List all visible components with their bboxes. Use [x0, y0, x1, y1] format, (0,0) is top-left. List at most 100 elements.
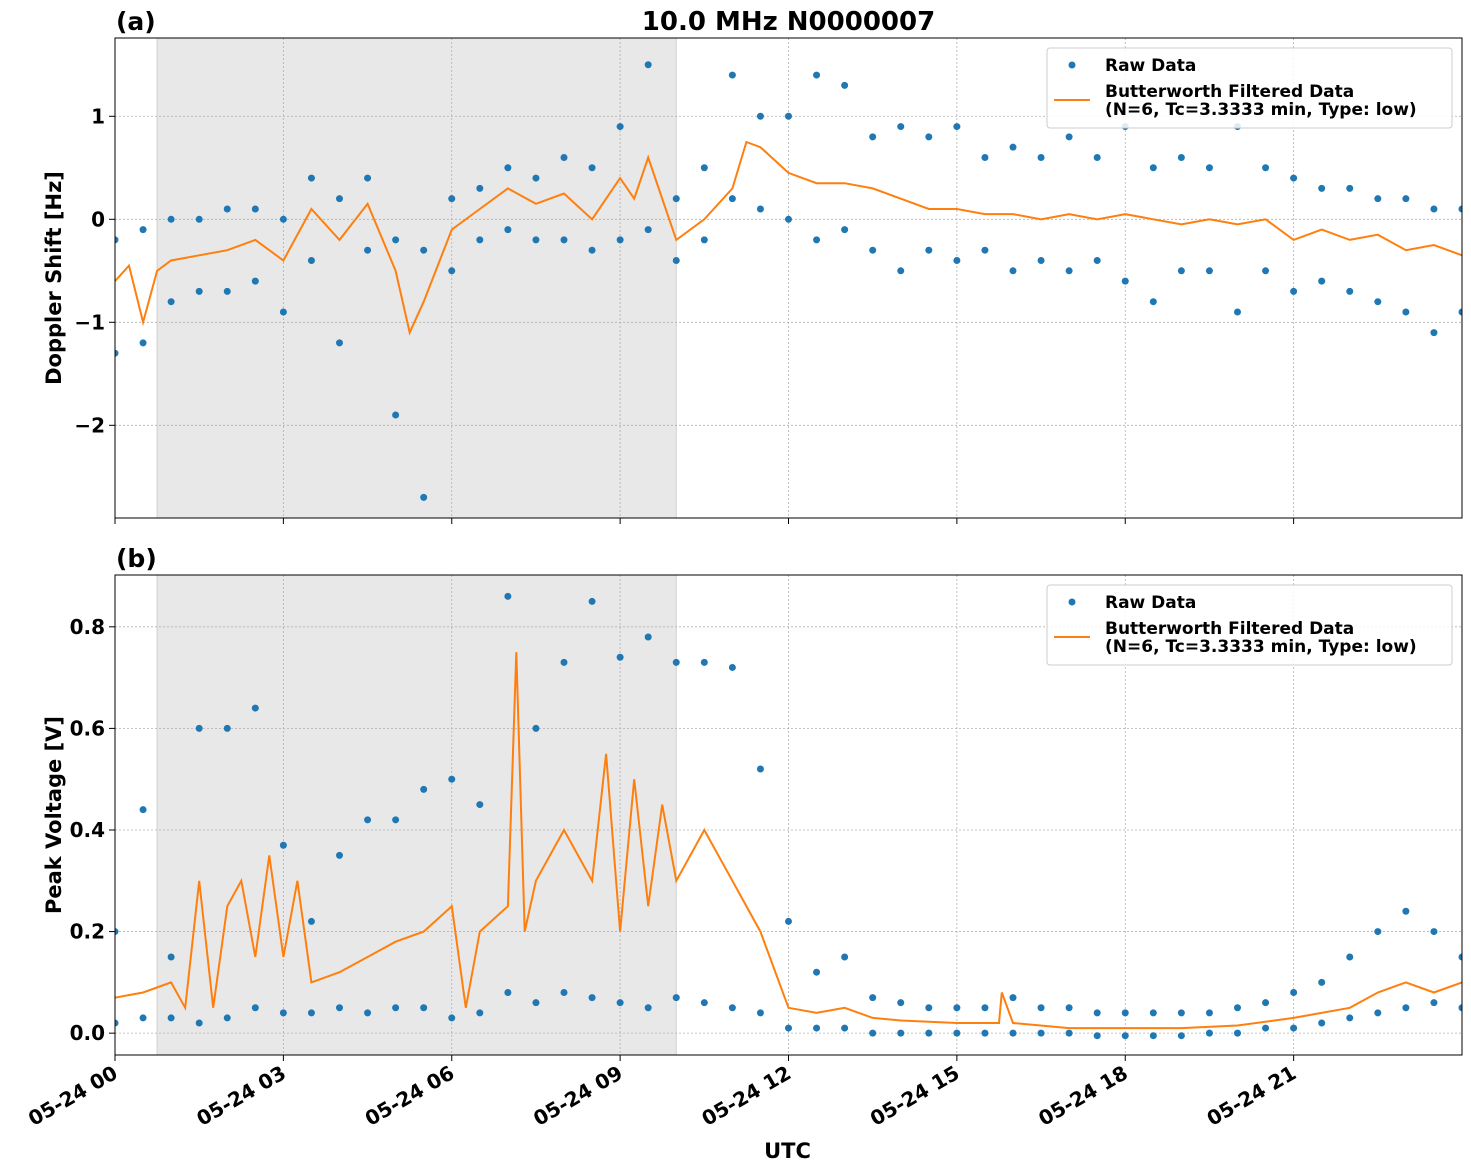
raw-point	[644, 61, 652, 69]
raw-point	[223, 205, 231, 213]
raw-point	[1402, 308, 1410, 316]
raw-point	[785, 917, 792, 925]
raw-point	[1346, 184, 1354, 192]
raw-point	[560, 236, 568, 244]
raw-point	[700, 164, 708, 172]
raw-point	[756, 112, 764, 120]
y-tick-label: 0.2	[70, 920, 105, 944]
chart-title: 10.0 MHz N0000007	[642, 7, 935, 37]
raw-point	[953, 123, 961, 131]
raw-point	[195, 215, 203, 223]
raw-point	[925, 246, 933, 254]
raw-point	[420, 246, 428, 254]
raw-point	[897, 999, 905, 1007]
raw-point	[1093, 256, 1101, 264]
legend-marker	[1068, 61, 1076, 69]
filtered-line	[115, 140, 1462, 336]
raw-point	[644, 1004, 652, 1012]
raw-point	[392, 411, 400, 419]
raw-point	[364, 246, 372, 254]
legend-label: Raw Data	[1105, 593, 1196, 613]
raw-point	[223, 724, 231, 732]
x-tick-label: 05-24 15	[866, 1061, 964, 1131]
legend-line: Butterworth Filtered Data	[1105, 82, 1354, 102]
raw-point	[981, 153, 989, 161]
raw-point	[616, 653, 624, 661]
raw-point	[1009, 1029, 1017, 1037]
legend-marker	[1068, 598, 1076, 606]
shaded-span	[156, 37, 677, 519]
legend-line: (N=6, Tc=3.3333 min, Type: low)	[1105, 100, 1417, 120]
raw-point	[1009, 994, 1017, 1002]
raw-point	[1458, 953, 1462, 961]
raw-point	[1093, 1032, 1101, 1040]
raw-point	[1065, 1004, 1073, 1012]
raw-point	[728, 195, 736, 203]
raw-point	[953, 256, 961, 264]
raw-point	[307, 1009, 315, 1017]
raw-point	[139, 339, 147, 347]
legend-line: Raw Data	[1105, 593, 1196, 613]
y-tick-label: 0.0	[70, 1021, 105, 1045]
raw-point	[869, 1029, 877, 1037]
raw-point	[785, 1024, 792, 1032]
legend-box	[1046, 47, 1453, 129]
raw-point	[195, 1019, 203, 1027]
raw-point	[1402, 1004, 1410, 1012]
raw-point	[504, 226, 512, 234]
raw-point	[869, 994, 877, 1002]
raw-point	[841, 953, 849, 961]
raw-point	[925, 133, 933, 141]
raw-point	[1037, 1029, 1045, 1037]
raw-point	[1149, 1032, 1157, 1040]
raw-point	[195, 724, 203, 732]
x-tick-label: 05-24 12	[697, 1061, 795, 1131]
raw-point	[167, 1014, 175, 1022]
raw-point	[756, 765, 764, 773]
raw-point	[1402, 195, 1410, 203]
legend-line: Butterworth Filtered Data	[1105, 619, 1354, 639]
raw-point	[1065, 133, 1073, 141]
raw-point	[532, 174, 540, 182]
raw-point	[897, 123, 905, 131]
raw-point	[588, 597, 596, 605]
raw-point	[841, 226, 849, 234]
raw-point	[953, 1029, 961, 1037]
raw-point	[756, 205, 764, 213]
raw-point	[813, 1024, 821, 1032]
raw-point	[115, 349, 119, 357]
raw-point	[981, 1004, 989, 1012]
raw-point	[1093, 153, 1101, 161]
plot-area	[115, 592, 1462, 1040]
y-tick-label: 0	[91, 207, 105, 231]
legend-line: (N=6, Tc=3.3333 min, Type: low)	[1105, 637, 1417, 657]
raw-point	[785, 112, 792, 120]
plot-area	[115, 61, 1462, 501]
raw-point	[1290, 174, 1298, 182]
x-tick-label: 05-24 09	[529, 1061, 627, 1131]
raw-point	[672, 256, 680, 264]
panel-label: (b)	[116, 544, 157, 573]
raw-point	[139, 806, 147, 814]
raw-point	[644, 633, 652, 641]
raw-point	[139, 1014, 147, 1022]
raw-point	[1430, 329, 1438, 337]
raw-point	[813, 968, 821, 976]
raw-point	[1458, 1004, 1462, 1012]
y-tick-label: −2	[74, 413, 105, 437]
raw-point	[476, 236, 484, 244]
y-tick-label: 0.4	[70, 818, 105, 842]
raw-point	[588, 246, 596, 254]
raw-point	[1149, 164, 1157, 172]
raw-point	[1009, 267, 1017, 275]
raw-point	[251, 277, 259, 285]
raw-point	[616, 999, 624, 1007]
filtered-line	[115, 652, 1462, 1030]
plot-frame	[114, 574, 1463, 1056]
legend-box	[1046, 584, 1453, 666]
raw-point	[1065, 267, 1073, 275]
raw-point	[672, 195, 680, 203]
raw-point	[251, 1004, 259, 1012]
raw-point	[1262, 267, 1270, 275]
